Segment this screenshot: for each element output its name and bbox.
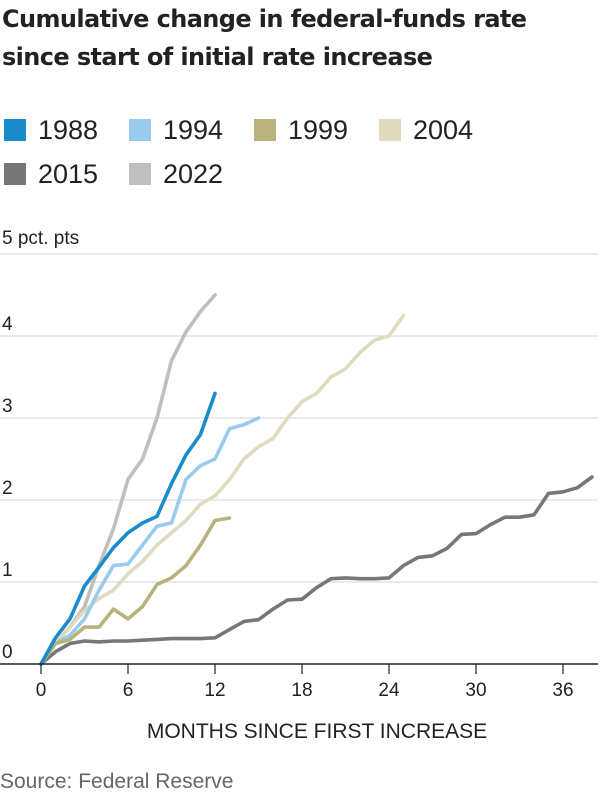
- legend-swatch-2015: [4, 163, 26, 185]
- legend-swatch-1994: [129, 119, 151, 141]
- x-tick-label-18: 18: [291, 680, 312, 701]
- y-unit-label: 5 pct. pts: [2, 228, 80, 249]
- x-axis: 0 6 12 18 24 30 36: [0, 663, 598, 701]
- legend-label-1988: 1988: [38, 114, 99, 145]
- legend-item-2004: 2004: [379, 108, 504, 152]
- legend-label-2015: 2015: [38, 158, 99, 189]
- legend-item-2022: 2022: [129, 152, 254, 196]
- series-line-2004: [39, 313, 406, 666]
- series-line-2022: [39, 293, 217, 666]
- legend-label-1994: 1994: [163, 114, 224, 145]
- x-tick-label-12: 12: [204, 680, 225, 701]
- legend-label-2022: 2022: [163, 158, 224, 189]
- legend-item-1999: 1999: [254, 108, 379, 152]
- y-tick-label-1: 1: [2, 560, 13, 581]
- legend-swatch-2004: [379, 119, 401, 141]
- gridlines: [0, 253, 598, 583]
- x-tick-label-0: 0: [36, 680, 47, 701]
- x-tick-label-30: 30: [465, 680, 486, 701]
- legend-item-1988: 1988: [4, 108, 129, 152]
- y-tick-label-3: 3: [2, 396, 13, 417]
- legend-item-1994: 1994: [129, 108, 254, 152]
- legend-label-2004: 2004: [413, 114, 474, 145]
- legend-swatch-1999: [254, 119, 276, 141]
- chart-legend: 1988 1994 1999 2004 2015 2022: [4, 108, 596, 196]
- source-note: Source: Federal Reserve: [0, 770, 234, 793]
- series-line-1988: [39, 391, 217, 666]
- series-lines: [39, 293, 594, 666]
- y-tick-label-4: 4: [2, 314, 13, 335]
- y-tick-label-2: 2: [2, 478, 13, 499]
- y-tick-label-0: 0: [2, 642, 13, 663]
- series-line-1999: [39, 516, 232, 666]
- legend-swatch-2022: [129, 163, 151, 185]
- chart-title: Cumulative change in federal-funds rate …: [2, 5, 527, 71]
- x-axis-title: MONTHS SINCE FIRST INCREASE: [147, 720, 487, 743]
- legend-item-2015: 2015: [4, 152, 129, 196]
- x-tick-label-36: 36: [552, 680, 573, 701]
- series-line-2015: [39, 475, 594, 666]
- x-tick-label-6: 6: [123, 680, 134, 701]
- x-tick-label-24: 24: [378, 680, 400, 701]
- legend-swatch-1988: [4, 119, 26, 141]
- series-line-1994: [39, 416, 261, 666]
- legend-label-1999: 1999: [288, 114, 349, 145]
- y-axis-ticks: 0 1 2 3 4: [2, 314, 13, 663]
